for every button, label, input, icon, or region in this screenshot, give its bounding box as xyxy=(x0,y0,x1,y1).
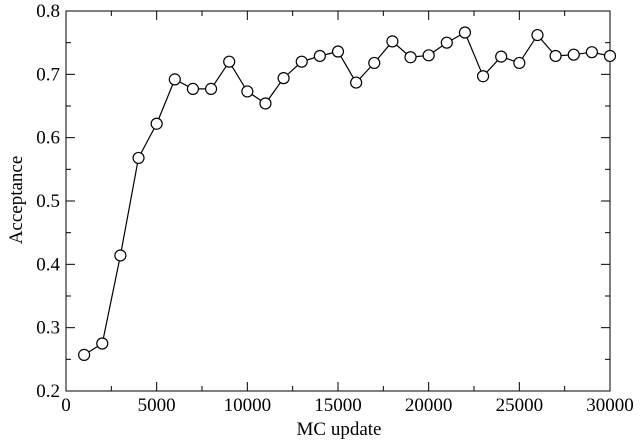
y-tick-label: 0.4 xyxy=(36,254,60,275)
x-tick-label: 20000 xyxy=(405,395,453,416)
data-point xyxy=(223,55,236,68)
data-point xyxy=(114,249,127,262)
plot-area: 0 5000 10000 15000 20000 25000 30000 0.2 0.3 0.4 0… xyxy=(36,1,634,416)
data-point xyxy=(150,117,163,130)
y-axis-title: Acceptance xyxy=(6,156,27,245)
data-point xyxy=(78,348,91,361)
data-point xyxy=(331,45,345,58)
data-point xyxy=(567,48,580,61)
series-line xyxy=(83,31,611,356)
x-tick-label: 0 xyxy=(61,395,71,416)
x-tick-label: 15000 xyxy=(314,395,362,416)
x-tick-label: 10000 xyxy=(224,395,272,416)
data-point xyxy=(422,49,435,62)
data-point xyxy=(404,51,417,64)
data-point xyxy=(603,49,617,63)
y-tick-label: 0.3 xyxy=(36,318,60,339)
data-point xyxy=(549,49,562,63)
x-axis-title: MC update xyxy=(297,419,382,440)
data-point xyxy=(241,85,254,98)
data-point xyxy=(495,50,508,63)
data-point xyxy=(295,55,308,68)
y-tick-label: 0.6 xyxy=(36,128,60,149)
data-point xyxy=(96,337,109,350)
data-point xyxy=(531,28,544,42)
data-point xyxy=(585,46,598,59)
data-point xyxy=(168,73,181,86)
x-tick-label: 30000 xyxy=(586,395,634,416)
data-point xyxy=(204,82,218,96)
data-point xyxy=(368,56,381,70)
data-point xyxy=(458,26,472,39)
y-tick-label: 0.5 xyxy=(36,191,60,212)
data-point xyxy=(132,151,145,165)
data-point xyxy=(186,82,200,96)
data-point xyxy=(277,72,290,85)
data-point xyxy=(513,56,526,70)
data-point xyxy=(259,97,272,110)
plot-frame xyxy=(65,10,611,392)
y-tick-label: 0.2 xyxy=(36,381,60,402)
data-point xyxy=(476,70,490,83)
data-point xyxy=(313,49,326,63)
data-point xyxy=(386,35,399,48)
y-tick-label: 0.7 xyxy=(36,64,60,85)
y-tick-label: 0.8 xyxy=(36,1,60,22)
data-point xyxy=(440,36,453,49)
x-tick-label: 5000 xyxy=(138,395,176,416)
data-point xyxy=(350,76,363,89)
x-tick-label: 25000 xyxy=(496,395,544,416)
